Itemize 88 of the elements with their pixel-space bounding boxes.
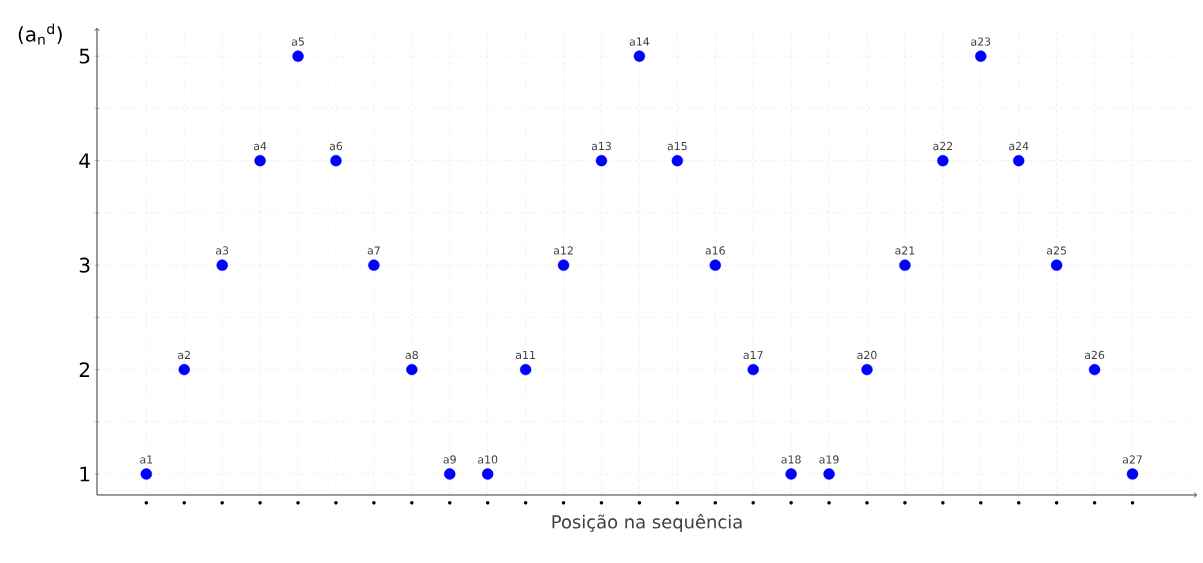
x-tick-label: • [334, 501, 338, 505]
data-label: a21 [895, 246, 915, 255]
point [899, 259, 911, 271]
data-label: a1 [140, 455, 153, 464]
x-tick-label: • [751, 501, 755, 505]
point [747, 363, 759, 376]
point [633, 50, 646, 62]
point [557, 259, 570, 271]
y-tick-label: 5 [79, 48, 90, 64]
data-label: a23 [971, 37, 991, 46]
data-label: a24 [1009, 141, 1029, 151]
x-tick-label: • [979, 501, 983, 505]
data-label: a26 [1084, 350, 1105, 360]
y-axis-title: (a$_{n}$$^{d}$) [18, 23, 62, 45]
x-tick-label: • [485, 501, 490, 505]
x-tick-label: • [1092, 501, 1097, 505]
data-label: a2 [178, 350, 190, 360]
data-label: a20 [857, 350, 877, 360]
x-tick-label: • [903, 501, 907, 505]
data-label: a12 [553, 246, 573, 255]
point [709, 259, 721, 271]
point [216, 259, 228, 271]
point [1013, 154, 1025, 167]
x-tick-label: • [372, 501, 376, 505]
point [1088, 363, 1101, 376]
x-tick-label: • [144, 501, 149, 505]
x-tick-label: • [220, 501, 224, 505]
point [1126, 468, 1139, 480]
point [482, 468, 494, 480]
data-label: a9 [443, 455, 456, 464]
x-tick-label: • [1054, 501, 1059, 505]
point [140, 468, 152, 480]
point [254, 154, 266, 167]
x-tick-label: • [827, 501, 831, 505]
point [785, 468, 797, 480]
x-axis-title: Posição na sequência [552, 514, 742, 533]
point [330, 154, 342, 167]
data-label: a6 [329, 141, 343, 151]
data-label: a8 [405, 350, 418, 360]
data-label: a7 [367, 246, 380, 255]
x-tick-label: • [410, 501, 414, 505]
data-label: a4 [253, 142, 267, 151]
x-tick-label: • [941, 501, 945, 505]
data-label: a3 [215, 246, 229, 255]
y-tick-label: 3 [79, 257, 90, 273]
x-tick-label: • [675, 501, 680, 505]
point [595, 154, 608, 167]
x-tick-label: • [637, 501, 642, 505]
point [975, 50, 987, 62]
x-tick-label: • [1130, 501, 1135, 505]
data-label: a27 [1122, 455, 1142, 464]
y-tick-label: 2 [79, 362, 89, 378]
point [519, 363, 532, 376]
point [1050, 259, 1063, 271]
point [671, 154, 684, 167]
x-tick-label: • [789, 501, 793, 505]
x-tick-label: • [296, 501, 300, 505]
data-label: a18 [781, 455, 801, 464]
data-label: a22 [933, 141, 953, 151]
data-label: a10 [478, 455, 498, 464]
data-label: a17 [743, 350, 763, 360]
x-tick-label: • [448, 501, 452, 505]
data-label: a14 [629, 37, 650, 46]
x-tick-label: • [599, 501, 604, 505]
point [444, 468, 456, 480]
data-label: a11 [515, 350, 535, 360]
point [368, 259, 380, 271]
point [823, 468, 835, 480]
x-tick-label: • [713, 501, 718, 505]
data-label: a19 [819, 455, 839, 464]
x-tick-label: • [1016, 501, 1021, 505]
point [292, 50, 304, 62]
x-tick-label: • [258, 501, 262, 505]
x-tick-label: • [523, 501, 528, 505]
point [937, 154, 949, 167]
point [861, 363, 873, 376]
x-tick-label: • [561, 501, 566, 505]
data-label: a13 [591, 141, 611, 151]
y-tick-label: 4 [79, 153, 90, 168]
data-label: a15 [667, 142, 687, 151]
point [178, 363, 190, 376]
point [406, 363, 418, 376]
x-tick-label: • [865, 501, 869, 505]
data-label: a5 [291, 37, 304, 46]
y-tick-label: 1 [80, 466, 90, 482]
data-label: a16 [705, 246, 725, 255]
x-tick-label: • [182, 501, 186, 505]
data-label: a25 [1046, 246, 1067, 255]
